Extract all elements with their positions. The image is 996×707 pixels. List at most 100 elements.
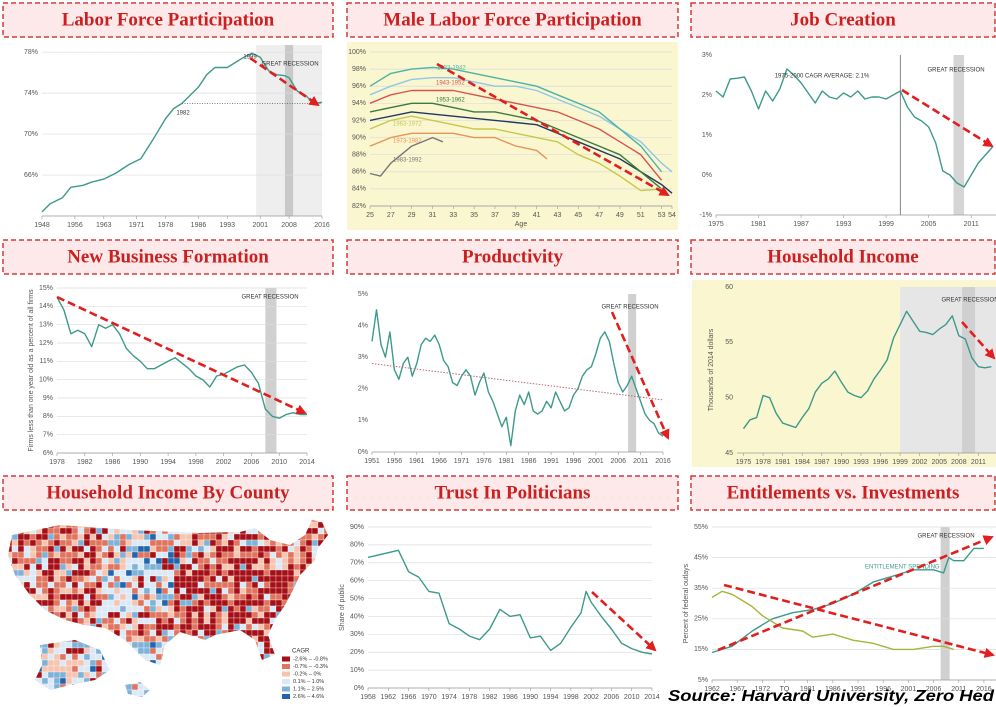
map-cell <box>83 677 91 685</box>
map-cell <box>131 629 139 637</box>
map-cell <box>197 563 205 571</box>
map-cell <box>137 521 145 529</box>
map-cell <box>23 617 31 625</box>
map-cell <box>77 653 85 661</box>
map-cell <box>203 629 211 637</box>
map-cell <box>330 690 336 696</box>
map-cell <box>17 593 25 601</box>
map-cell <box>35 677 43 685</box>
legend-label: -0.7% – -0.3% <box>293 664 328 670</box>
map-cell <box>215 521 223 529</box>
map-cell <box>263 641 271 649</box>
map-cell <box>83 551 91 559</box>
map-cell <box>53 695 61 697</box>
map-cell <box>155 545 163 553</box>
map-cell <box>59 581 67 589</box>
map-cell <box>179 593 187 601</box>
map-cell <box>215 617 223 625</box>
map-cell <box>47 683 55 691</box>
map-cell <box>239 605 247 613</box>
map-cell <box>191 677 199 685</box>
map-cell <box>53 647 61 655</box>
map-cell <box>330 600 336 606</box>
map-cell <box>305 611 313 619</box>
map-cell <box>215 587 223 595</box>
map-cell <box>17 605 25 613</box>
map-cell <box>47 635 55 643</box>
map-cell <box>131 575 139 583</box>
map-cell <box>281 551 289 559</box>
map-cell <box>305 545 313 553</box>
map-cell <box>197 520 205 523</box>
map-cell <box>275 605 283 613</box>
map-cell <box>101 569 109 577</box>
map-cell <box>251 563 259 571</box>
map-cell <box>317 611 325 619</box>
map-cell <box>179 617 187 625</box>
map-cell <box>191 647 199 655</box>
map-cell <box>95 653 103 661</box>
map-cell <box>233 695 241 697</box>
map-cell <box>125 581 133 589</box>
map-cell <box>305 629 313 637</box>
map-cell <box>330 618 336 624</box>
map-cell <box>251 581 259 589</box>
map-cell <box>311 605 319 613</box>
map-cell <box>41 557 49 565</box>
map-cell <box>161 629 169 637</box>
map-cell <box>185 665 193 673</box>
x-tick-label: 2002 <box>216 459 232 466</box>
map-cell <box>203 647 211 655</box>
map-cell <box>197 521 205 529</box>
map-cell <box>221 533 229 541</box>
map-cell <box>137 527 145 535</box>
map-cell <box>275 689 283 697</box>
map-cell <box>167 605 175 613</box>
y-tick-label: 88% <box>352 152 366 159</box>
map-cell <box>59 569 67 577</box>
map-cell <box>119 587 127 595</box>
x-tick-label: 1966 <box>401 694 417 701</box>
map-cell <box>53 581 61 589</box>
map-cell <box>41 605 49 613</box>
map-cell <box>95 581 103 589</box>
map-cell <box>143 520 151 523</box>
map-cell <box>197 545 205 553</box>
x-tick-label: 1970 <box>421 694 437 701</box>
map-cell <box>113 665 121 673</box>
map-cell <box>197 557 205 565</box>
map-cell <box>161 593 169 601</box>
map-cell <box>299 605 307 613</box>
map-cell <box>191 599 199 607</box>
map-cell <box>215 623 223 631</box>
map-cell <box>89 545 97 553</box>
x-tick-label: 1982 <box>77 459 93 466</box>
map-cell <box>125 563 133 571</box>
map-cell <box>221 581 229 589</box>
map-cell <box>143 617 151 625</box>
map-cell <box>71 599 79 607</box>
map-cell <box>53 533 61 541</box>
map-cell <box>269 689 277 697</box>
map-cell <box>179 689 187 697</box>
map-cell <box>8 683 13 691</box>
map-cell <box>35 587 43 595</box>
map-cell <box>89 665 97 673</box>
y-tick-label: 66% <box>24 172 38 179</box>
map-cell <box>227 623 235 631</box>
map-cell <box>8 563 13 571</box>
map-cell <box>227 533 235 541</box>
map-cell <box>197 629 205 637</box>
map-cell <box>227 683 235 691</box>
map-cell <box>71 545 79 553</box>
y-tick-label: 7% <box>43 432 53 439</box>
map-cell <box>29 641 37 649</box>
map-cell <box>311 611 319 619</box>
map-cell <box>23 689 31 697</box>
map-cell <box>323 593 328 601</box>
map-cell <box>155 671 163 679</box>
map-cell <box>269 683 277 691</box>
map-cell <box>185 533 193 541</box>
map-cell <box>119 545 127 553</box>
map-cell <box>89 521 97 529</box>
